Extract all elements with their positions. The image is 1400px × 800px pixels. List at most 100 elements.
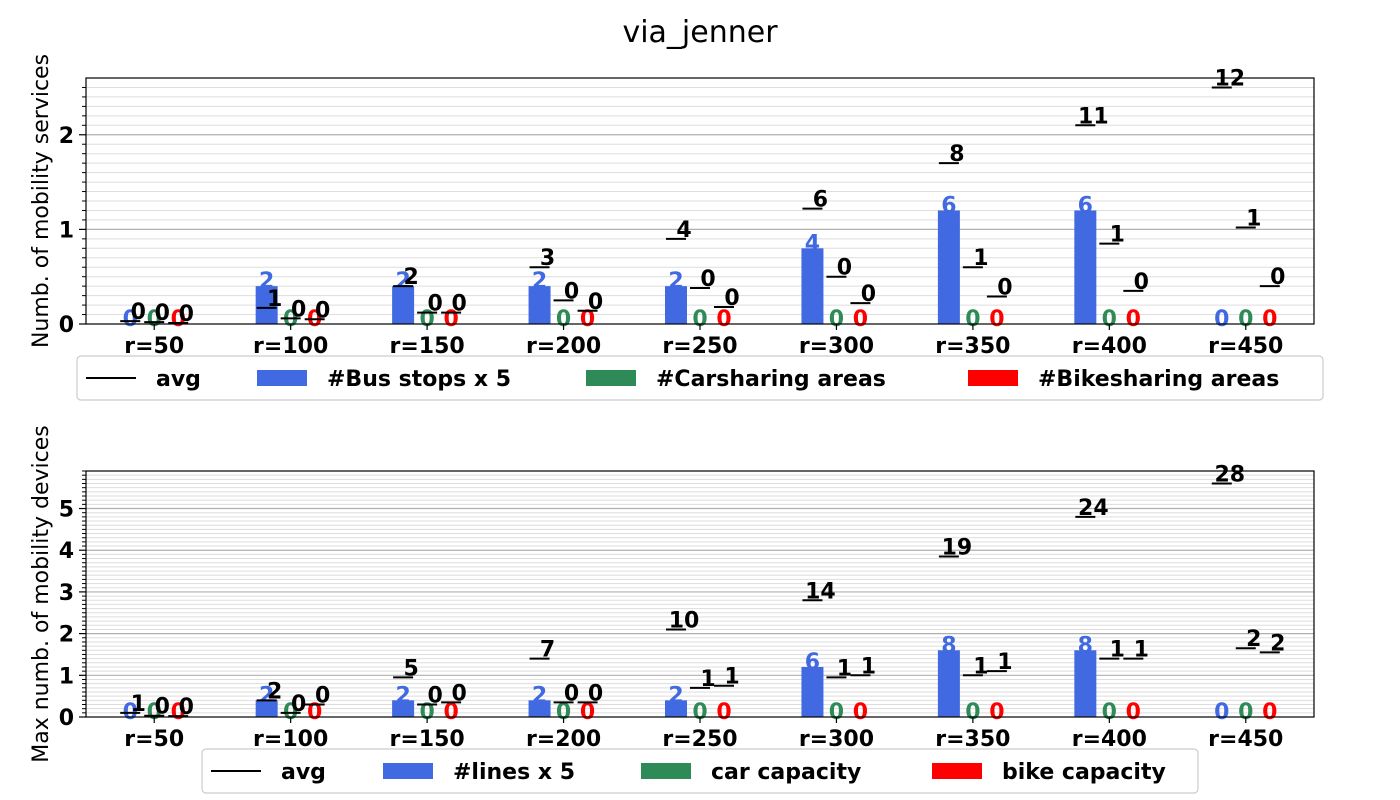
avg-label-bus: 11	[1078, 104, 1109, 129]
avg-label-bus: 6	[813, 188, 828, 213]
legend-label-avg: avg	[281, 760, 326, 785]
data-label-bus: 2	[259, 683, 274, 708]
data-label-bus: 8	[1078, 633, 1093, 658]
legend-label-car: car capacity	[711, 760, 861, 785]
avg-label-bike: 0	[315, 298, 330, 323]
data-label-bike: 0	[716, 307, 731, 332]
data-label-bike: 0	[1262, 307, 1277, 332]
x-tick-label: r=300	[799, 727, 874, 752]
y-tick-label: 0	[59, 706, 74, 731]
data-label-bus: 2	[668, 683, 683, 708]
avg-label-bus: 3	[540, 246, 555, 271]
avg-label-bus: 4	[676, 218, 691, 243]
avg-label-bus: 10	[669, 608, 700, 633]
data-label-car: 0	[965, 307, 980, 332]
data-label-bike: 0	[171, 307, 186, 332]
data-label-car: 0	[692, 307, 707, 332]
avg-label-bike: 1	[1134, 638, 1149, 663]
avg-label-bike: 1	[861, 654, 876, 679]
bar-bus	[801, 666, 824, 717]
avg-label-bike: 0	[315, 683, 330, 708]
x-tick-label: r=450	[1208, 334, 1283, 359]
legend-label-bus: #lines x 5	[453, 760, 575, 785]
y-tick-label: 2	[59, 124, 74, 149]
data-label-car: 0	[283, 307, 298, 332]
avg-label-car: 2	[1246, 627, 1261, 652]
avg-label-bike: 0	[1134, 270, 1149, 295]
bar-bus	[392, 700, 415, 717]
avg-label-bus: 1	[131, 692, 146, 717]
data-label-bike: 0	[171, 700, 186, 725]
x-tick-label: r=200	[526, 727, 601, 752]
avg-label-bike: 2	[1270, 631, 1285, 656]
avg-label-bike: 0	[179, 695, 194, 720]
avg-label-bus: 24	[1078, 496, 1109, 521]
avg-label-car: 0	[427, 683, 442, 708]
legend-swatch-car	[586, 370, 636, 386]
bar-bus	[937, 210, 960, 324]
avg-label-bike: 0	[1270, 265, 1285, 290]
bar-bus	[801, 248, 824, 324]
avg-label-car: 0	[700, 267, 715, 292]
avg-label-car: 1	[700, 667, 715, 692]
bar-bus	[1074, 650, 1097, 717]
x-tick-label: r=100	[253, 727, 328, 752]
x-tick-label: r=50	[124, 727, 184, 752]
chart-title: via_jenner	[622, 15, 778, 50]
legend-box	[201, 748, 1199, 794]
legend-box	[76, 355, 1324, 401]
avg-label-bike: 1	[997, 650, 1012, 675]
avg-label-bus: 14	[805, 579, 836, 604]
data-label-bike: 0	[853, 307, 868, 332]
data-label-bike: 0	[1262, 700, 1277, 725]
y-axis-label: Max numb. of mobility devices	[29, 425, 54, 763]
y-tick-label: 5	[59, 498, 74, 523]
data-label-car: 0	[829, 700, 844, 725]
x-tick-label: r=350	[935, 727, 1010, 752]
legend-label-car: #Carsharing areas	[656, 367, 886, 392]
data-label-bike: 0	[853, 700, 868, 725]
avg-label-bike: 0	[588, 681, 603, 706]
bar-bus	[255, 700, 278, 717]
data-label-bus: 6	[1078, 193, 1093, 218]
bar-bus	[665, 700, 687, 717]
y-axis-label: Numb. of mobility services	[29, 54, 54, 348]
avg-label-bus: 1	[267, 287, 282, 312]
bar-bus	[937, 650, 960, 717]
x-tick-label: r=350	[935, 334, 1010, 359]
data-label-car: 0	[829, 307, 844, 332]
avg-label-bus: 2	[267, 679, 282, 704]
data-label-bus: 6	[805, 650, 820, 675]
data-label-bus: 2	[259, 269, 274, 294]
x-tick-label: r=200	[526, 334, 601, 359]
avg-label-bus: 19	[942, 535, 973, 560]
avg-label-bike: 0	[451, 681, 466, 706]
data-label-car: 0	[556, 700, 571, 725]
data-label-car: 0	[965, 700, 980, 725]
data-label-car: 0	[1238, 307, 1253, 332]
legend: avg #Bus stops x 5 #Carsharing areas #Bikes…	[76, 355, 1324, 401]
data-label-car: 0	[1238, 700, 1253, 725]
x-tick-label: r=250	[662, 727, 737, 752]
y-tick-label: 0	[59, 313, 74, 338]
bar-bus	[392, 286, 415, 324]
y-tick-label: 2	[59, 623, 74, 648]
bar-bus	[1074, 210, 1097, 324]
avg-label-bike: 0	[588, 290, 603, 315]
avg-label-bus: 0	[131, 300, 146, 325]
x-tick-label: r=450	[1208, 727, 1283, 752]
x-tick-label: r=250	[662, 334, 737, 359]
data-label-bus: 6	[941, 193, 956, 218]
avg-label-car: 1	[837, 656, 852, 681]
avg-label-car: 0	[291, 297, 306, 322]
avg-label-car: 0	[564, 279, 579, 304]
data-label-bus: 2	[395, 269, 410, 294]
avg-label-bus: 28	[1214, 463, 1245, 488]
y-tick-label: 3	[59, 581, 74, 606]
data-label-car: 0	[1102, 307, 1117, 332]
x-tick-label: r=400	[1072, 727, 1147, 752]
data-label-bus: 4	[805, 231, 820, 256]
data-label-bus: 8	[941, 633, 956, 658]
y-tick-label: 4	[59, 539, 74, 564]
